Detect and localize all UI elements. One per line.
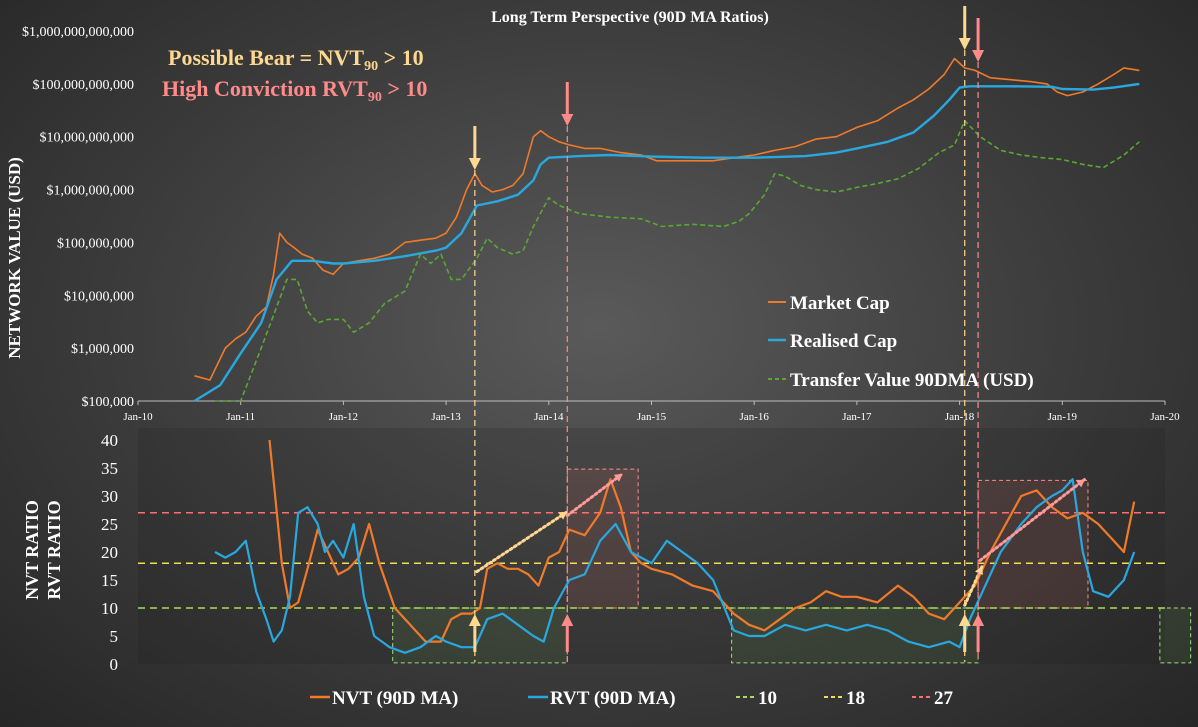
lower-y-tick-label: 30 <box>101 487 118 506</box>
legend-nvt: NVT (90D MA) <box>332 688 458 709</box>
lower-chart: NVT RATIO RVT RATIO 0 5 10 15 20 25 30 35 40 <box>22 428 1192 674</box>
lower-trend-arrows <box>475 472 1087 607</box>
upper-x-tick-label: Jan-12 <box>329 411 358 423</box>
chart-title: Long Term Perspective (90D MA Ratios) <box>491 9 769 26</box>
lower-y-tick-label: 10 <box>101 599 118 618</box>
upper-y-tick-label: $100,000 <box>82 395 135 410</box>
legend-rvt: RVT (90D MA) <box>550 688 676 709</box>
lower-y-axis-label-nvt: NVT RATIO <box>22 500 42 600</box>
signal-up-arrow-head <box>958 614 971 626</box>
trend-arrow <box>978 477 1087 562</box>
upper-x-tick-label: Jan-17 <box>842 411 872 423</box>
signal-down-arrow-head <box>972 50 985 62</box>
upper-x-tick-label: Jan-16 <box>740 411 770 423</box>
upper-x-tick-label: Jan-11 <box>226 411 255 423</box>
upper-y-axis-label: NETWORK VALUE (USD) <box>5 157 24 359</box>
upper-y-tick-label: $100,000,000,000 <box>33 78 135 93</box>
upper-x-tick-label: Jan-14 <box>534 411 564 423</box>
upper-x-ticks: Jan-10 Jan-11 Jan-12 Jan-13 Jan-14 Jan-15 Jan-… <box>123 401 1180 423</box>
legend-10: 10 <box>758 688 777 709</box>
lower-y-tick-label: 40 <box>101 431 118 450</box>
legend-market-cap: Market Cap <box>790 293 890 314</box>
legend-realised-cap: Realised Cap <box>790 331 897 352</box>
highlight-box <box>977 479 1089 609</box>
lower-y-tick-label: 35 <box>101 459 118 478</box>
signal-markers <box>468 6 985 662</box>
series-realised-cap <box>193 82 1140 403</box>
trend-arrow-head <box>1076 479 1085 488</box>
legend-18: 18 <box>846 688 865 709</box>
upper-y-tick-label: $10,000,000,000 <box>40 131 135 146</box>
trend-arrow-head <box>613 473 623 482</box>
lower-y-tick-label: 15 <box>101 571 118 590</box>
upper-x-tick-label: Jan-15 <box>637 411 667 423</box>
upper-series <box>193 57 1140 403</box>
signal-down-arrow-head <box>561 114 574 126</box>
lower-legend: NVT (90D MA) RVT (90D MA) 10 18 27 <box>310 688 954 709</box>
upper-x-tick-label: Jan-20 <box>1150 411 1180 423</box>
legend-transfer-value: Transfer Value 90DMA (USD) <box>790 370 1034 391</box>
upper-y-tick-label: $1,000,000,000 <box>47 184 135 199</box>
signal-up-arrow-head <box>468 614 481 626</box>
series-rvt <box>214 478 1136 654</box>
annotation-possible-bear: Possible Bear = NVT90 > 10 <box>168 45 424 74</box>
lower-y-tick-label: 20 <box>101 543 118 562</box>
signal-down-arrow-head <box>958 38 971 50</box>
lower-y-ticks: 0 5 10 15 20 25 30 35 40 <box>101 431 118 674</box>
upper-x-tick-label: Jan-19 <box>1048 411 1078 423</box>
highlight-box <box>1159 607 1192 664</box>
lower-y-axis-label-rvt: RVT RATIO <box>44 500 64 599</box>
upper-x-tick-label: Jan-10 <box>123 411 153 423</box>
upper-legend: Market Cap Realised Cap Transfer Value 9… <box>768 293 1034 391</box>
upper-y-tick-label: $1,000,000 <box>71 342 134 357</box>
upper-x-tick-label: Jan-13 <box>431 411 461 423</box>
upper-y-tick-label: $10,000,000 <box>64 289 134 304</box>
upper-y-tick-label: $100,000,000 <box>57 236 134 251</box>
signal-up-arrow-head <box>972 614 985 626</box>
lower-y-tick-label: 25 <box>101 515 118 534</box>
upper-y-tick-label: $1,000,000,000,000 <box>22 25 134 40</box>
signal-up-arrow-head <box>561 614 574 626</box>
trend-arrow-head <box>558 511 568 520</box>
upper-annotations: Possible Bear = NVT90 > 10 High Convicti… <box>162 45 427 105</box>
trend-arrow-head <box>975 566 983 575</box>
highlight-box <box>731 607 979 664</box>
series-market-cap <box>194 57 1140 381</box>
upper-x-tick-label: Jan-18 <box>945 411 975 423</box>
lower-y-tick-label: 5 <box>110 627 119 646</box>
series-transfer-value-90dma-usd <box>215 120 1140 402</box>
upper-y-ticks: $100,000 $1,000,000 $10,000,000 $100,000,00… <box>22 25 134 410</box>
trend-arrow <box>475 510 569 574</box>
annotation-high-conviction: High Conviction RVT90 > 10 <box>162 76 427 105</box>
signal-down-arrow-head <box>468 158 481 170</box>
legend-27: 27 <box>934 688 954 709</box>
trend-arrow <box>565 472 625 518</box>
lower-y-tick-label: 0 <box>110 655 119 674</box>
upper-chart: Long Term Perspective (90D MA Ratios) NE… <box>5 9 1180 423</box>
